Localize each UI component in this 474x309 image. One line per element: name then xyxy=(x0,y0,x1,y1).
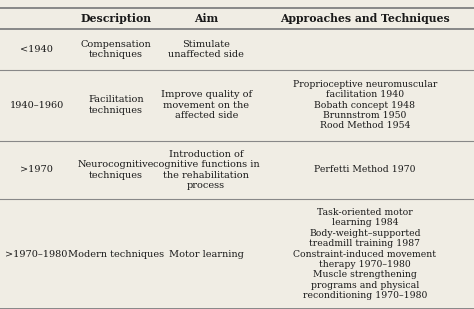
Text: Description: Description xyxy=(81,13,152,24)
Text: Introduction of
cognitive functions in
the rehabilitation
process: Introduction of cognitive functions in t… xyxy=(153,150,259,190)
Text: Aim: Aim xyxy=(194,13,218,24)
Text: Compensation
techniques: Compensation techniques xyxy=(81,40,152,59)
Text: <1940: <1940 xyxy=(20,45,53,54)
Text: >1970: >1970 xyxy=(20,165,53,175)
Text: Approaches and Techniques: Approaches and Techniques xyxy=(280,13,450,24)
Text: >1970–1980: >1970–1980 xyxy=(5,250,68,259)
Text: Task-oriented motor
learning 1984
Body-weight–supported
treadmill training 1987
: Task-oriented motor learning 1984 Body-w… xyxy=(293,208,437,300)
Text: Neurocognitive
techniques: Neurocognitive techniques xyxy=(78,160,155,180)
Text: Modern techniques: Modern techniques xyxy=(68,250,164,259)
Text: Motor learning: Motor learning xyxy=(169,250,244,259)
Text: Perfetti Method 1970: Perfetti Method 1970 xyxy=(314,165,416,175)
Text: Stimulate
unaffected side: Stimulate unaffected side xyxy=(168,40,244,59)
Text: Facilitation
techniques: Facilitation techniques xyxy=(88,95,144,115)
Text: 1940–1960: 1940–1960 xyxy=(9,100,64,110)
Text: Proprioceptive neuromuscular
facilitation 1940
Bobath concept 1948
Brunnstrom 19: Proprioceptive neuromuscular facilitatio… xyxy=(293,80,437,130)
Text: Improve quality of
movement on the
affected side: Improve quality of movement on the affec… xyxy=(161,90,252,120)
